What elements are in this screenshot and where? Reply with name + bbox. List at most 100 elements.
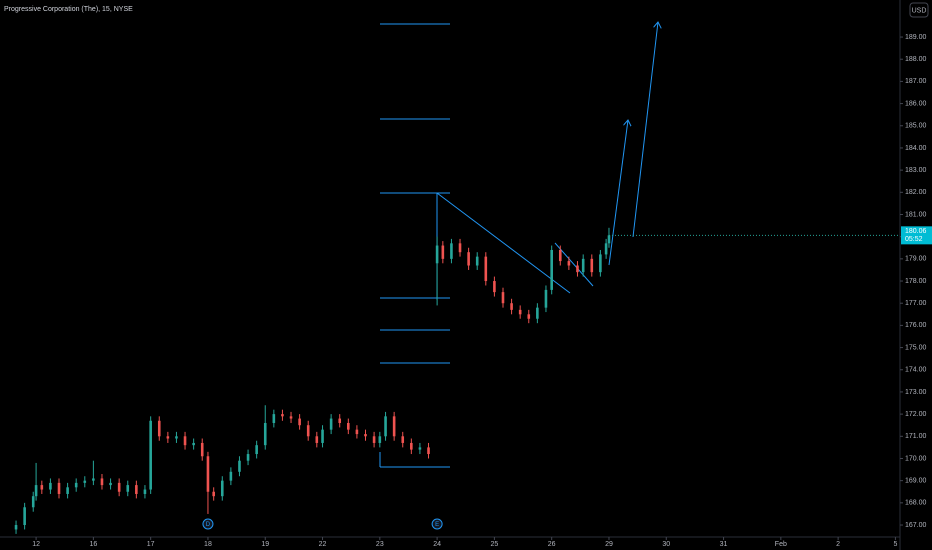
last-price-label: 180.06 [905, 228, 927, 235]
x-tick-label: 29 [605, 541, 613, 548]
y-tick-label: 169.00 [905, 478, 927, 485]
chart-title: Progressive Corporation (The), 15, NYSE [4, 6, 133, 13]
arrow [632, 22, 658, 238]
candle-body [49, 482, 52, 490]
x-tick-label: 30 [662, 541, 670, 548]
candle-body [450, 243, 453, 259]
candle-body [83, 480, 87, 483]
x-tick-label: 31 [720, 541, 728, 548]
y-tick-label: 179.00 [905, 256, 927, 263]
y-tick-label: 186.00 [905, 100, 927, 107]
candle-body [14, 525, 18, 530]
candle-body [401, 436, 405, 443]
candle-body [166, 436, 170, 439]
candle-body [289, 416, 293, 419]
candle-body [599, 254, 602, 273]
candle-body [410, 442, 413, 450]
candle-body [192, 442, 195, 446]
candle-body [338, 418, 342, 423]
candle-body [175, 436, 178, 439]
currency-button[interactable] [909, 2, 929, 18]
countdown: 05:52 [905, 236, 923, 243]
candle-body [200, 442, 204, 457]
candle-body [558, 249, 562, 262]
candle-body [57, 482, 61, 494]
candle-body [427, 447, 430, 455]
candle-body [527, 314, 531, 319]
candle-body [34, 485, 38, 497]
candle-body [66, 487, 69, 494]
candle-body [418, 447, 422, 450]
candle-body [467, 252, 470, 266]
x-tick-label: 25 [491, 541, 499, 548]
candle-body [392, 416, 396, 437]
y-tick-label: 177.00 [905, 300, 927, 307]
x-tick-label: 26 [548, 541, 556, 548]
y-tick-label: 172.00 [905, 411, 927, 418]
event-marker [202, 518, 214, 530]
candle-body [458, 243, 462, 253]
candle-body [229, 471, 233, 481]
y-tick-label: 174.00 [905, 367, 927, 374]
y-tick-label: 184.00 [905, 145, 927, 152]
candle-body [315, 436, 319, 443]
candle-body [378, 436, 382, 443]
candle-body [126, 485, 130, 492]
x-tick-label: 23 [376, 541, 384, 548]
y-tick-label: 183.00 [905, 167, 927, 174]
y-tick-label: 173.00 [905, 389, 927, 396]
x-tick-label: 17 [147, 541, 155, 548]
currency: USD [912, 7, 927, 14]
candle-body [100, 478, 104, 486]
candle-body [493, 281, 496, 293]
candle-body [281, 414, 284, 417]
candle-body [92, 478, 95, 481]
last-price-box [901, 226, 932, 245]
event-label: E [435, 522, 439, 528]
y-tick-label: 187.00 [905, 78, 927, 85]
candle-body [518, 309, 522, 315]
candle-body [484, 256, 488, 282]
candle-body [435, 245, 439, 264]
event-label: D [206, 522, 211, 528]
y-tick-label: 168.00 [905, 500, 927, 507]
event-marker [431, 518, 443, 530]
candle-body [246, 454, 250, 461]
y-tick-label: 188.00 [905, 56, 927, 63]
candle-body [475, 256, 479, 266]
candle-body [298, 418, 301, 426]
candle-body [40, 485, 44, 490]
candle-body [212, 491, 215, 497]
candle-body [501, 292, 505, 304]
candle-body [347, 422, 350, 430]
candle-body [576, 265, 579, 273]
y-tick-label: 181.00 [905, 211, 927, 218]
x-tick-label: 24 [433, 541, 441, 548]
candle-body [604, 243, 608, 255]
candle-body [23, 507, 26, 526]
drawings [379, 22, 658, 468]
y-tick-label: 182.00 [905, 189, 927, 196]
candle-body [149, 420, 152, 490]
x-tick-label: 2 [836, 541, 840, 548]
candle-body [238, 460, 241, 472]
candle-body [31, 496, 35, 508]
arrow [608, 120, 628, 266]
candle-body [329, 418, 333, 430]
candle-body [272, 414, 276, 423]
candle-body [109, 482, 112, 486]
y-tick-label: 189.00 [905, 34, 927, 41]
candle-body [372, 436, 376, 443]
candle-body [544, 289, 548, 308]
x-tick-label: 5 [893, 541, 897, 548]
x-tick-label: Feb [775, 541, 787, 548]
candle-body [183, 436, 187, 446]
candle-body [510, 303, 513, 310]
candle-body [536, 307, 539, 319]
y-tick-label: 171.00 [905, 433, 927, 440]
candle-body [117, 482, 121, 492]
candle-body [590, 258, 594, 273]
trend-line [436, 192, 571, 294]
candle-body [135, 485, 138, 494]
